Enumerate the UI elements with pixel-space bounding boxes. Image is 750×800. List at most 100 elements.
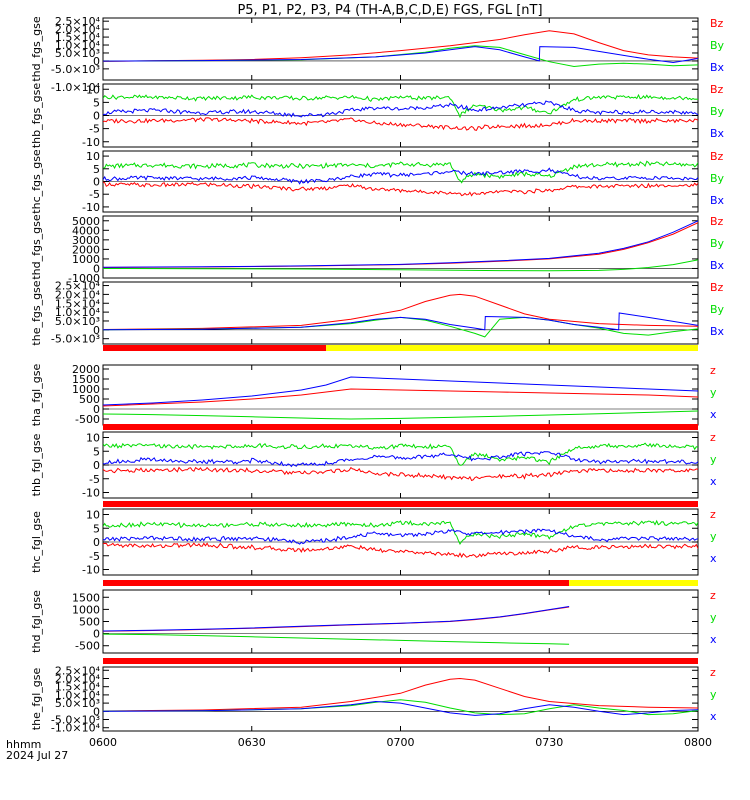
legend-label-Bz: Bz bbox=[710, 83, 724, 96]
series-line-Bz bbox=[103, 181, 698, 197]
series-line-y bbox=[103, 410, 698, 420]
y-axis-label: tha_fgl_gse bbox=[30, 364, 43, 427]
series-group bbox=[103, 220, 698, 272]
y-tick-label: 500 bbox=[79, 393, 100, 406]
y-axis-label: thd_fgs_gse bbox=[30, 214, 43, 280]
legend-label-By: By bbox=[710, 237, 725, 250]
status-bar bbox=[103, 501, 698, 507]
y-tick-label: 1.5×10⁴ bbox=[55, 31, 101, 44]
y-tick-label: 2.5×10⁴ bbox=[55, 280, 101, 293]
y-tick-label: 0 bbox=[93, 324, 100, 337]
legend-label-z: z bbox=[710, 666, 716, 679]
x-tick-label: 0800 bbox=[684, 736, 712, 749]
y-tick-label: 10 bbox=[86, 83, 100, 96]
legend-label-z: z bbox=[710, 431, 716, 444]
status-segment bbox=[103, 501, 698, 507]
date-label: 2024 Jul 27 bbox=[6, 749, 68, 762]
legend-label-y: y bbox=[710, 453, 717, 466]
status-segment bbox=[569, 580, 698, 586]
y-tick-label: -500 bbox=[75, 640, 100, 653]
series-group bbox=[103, 30, 698, 68]
y-tick-label: -5 bbox=[89, 473, 100, 486]
x-tick-label: 0630 bbox=[238, 736, 266, 749]
series-line-Bz bbox=[103, 117, 698, 131]
y-tick-label: -1000 bbox=[68, 272, 100, 285]
status-bar bbox=[103, 345, 698, 351]
y-axis-label: thd_fgs_gse bbox=[30, 16, 43, 82]
legend-label-By: By bbox=[710, 303, 725, 316]
x-tick-label: 0600 bbox=[89, 736, 117, 749]
series-line-y bbox=[103, 519, 698, 546]
y-axis-label: thd_fgl_gse bbox=[30, 590, 43, 653]
legend-label-Bz: Bz bbox=[710, 215, 724, 228]
series-line-By bbox=[103, 259, 698, 272]
series-line-z bbox=[103, 466, 698, 482]
legend-label-Bx: Bx bbox=[710, 61, 725, 74]
y-tick-label: -5.0×10³ bbox=[51, 714, 100, 727]
y-tick-label: 1000 bbox=[72, 383, 100, 396]
series-group bbox=[103, 519, 698, 559]
x-tick-label: 0730 bbox=[535, 736, 563, 749]
legend-label-By: By bbox=[710, 39, 725, 52]
y-axis-label: the_fgs_gse bbox=[30, 280, 43, 345]
series-line-Bx bbox=[103, 220, 698, 268]
y-tick-label: -5 bbox=[89, 550, 100, 563]
y-tick-label: 2000 bbox=[72, 363, 100, 376]
series-line-By bbox=[103, 316, 698, 338]
y-axis-label: thb_fgl_gse bbox=[30, 433, 43, 496]
legend-label-Bx: Bx bbox=[710, 127, 725, 140]
y-tick-label: 5 bbox=[93, 445, 100, 458]
status-segment bbox=[103, 424, 698, 430]
series-line-x bbox=[103, 528, 698, 545]
y-tick-label: 2.5×10⁴ bbox=[55, 15, 101, 28]
y-tick-label: 1000 bbox=[72, 253, 100, 266]
chart-title: P5, P1, P2, P3, P4 (TH-A,B,C,D,E) FGS, F… bbox=[237, 3, 542, 18]
series-line-y bbox=[103, 699, 698, 716]
series-group bbox=[103, 293, 698, 338]
y-tick-label: 5 bbox=[93, 522, 100, 535]
series-group bbox=[103, 606, 570, 645]
y-tick-label: -10 bbox=[82, 201, 100, 214]
y-tick-label: 2.0×10⁴ bbox=[55, 288, 101, 301]
legend-label-Bx: Bx bbox=[710, 259, 725, 272]
legend-label-x: x bbox=[710, 408, 717, 421]
y-tick-label: 1.5×10⁴ bbox=[55, 297, 101, 310]
series-group bbox=[103, 160, 698, 197]
legend-label-y: y bbox=[710, 386, 717, 399]
series-line-Bz bbox=[103, 293, 698, 330]
y-tick-label: 0 bbox=[93, 176, 100, 189]
series-group bbox=[103, 677, 698, 716]
legend-label-Bx: Bx bbox=[710, 194, 725, 207]
y-tick-label: -10 bbox=[82, 564, 100, 577]
status-segment bbox=[103, 580, 570, 586]
status-bar bbox=[103, 580, 698, 586]
y-tick-label: 1.0×10⁴ bbox=[55, 39, 101, 52]
legend-label-x: x bbox=[710, 552, 717, 565]
panel-frame bbox=[102, 666, 699, 732]
y-tick-label: 5 bbox=[93, 163, 100, 176]
series-line-x bbox=[103, 700, 698, 716]
series-line-z bbox=[103, 677, 698, 712]
series-line-By bbox=[103, 93, 698, 119]
legend-label-x: x bbox=[710, 475, 717, 488]
series-line-y bbox=[103, 442, 698, 466]
y-tick-label: -5 bbox=[89, 188, 100, 201]
y-tick-label: 5000 bbox=[72, 215, 100, 228]
y-tick-label: -500 bbox=[75, 413, 100, 426]
y-tick-label: -10 bbox=[82, 487, 100, 500]
y-tick-label: 1.0×10⁴ bbox=[55, 306, 101, 319]
series-line-x bbox=[103, 606, 570, 632]
panel-thd_fgs_gse: -5.0×10³05.0×10³1.0×10⁴1.5×10⁴2.0×10⁴2.5… bbox=[30, 15, 725, 94]
y-tick-label: 5.0×10³ bbox=[55, 697, 100, 710]
panel-stack: -5.0×10³05.0×10³1.0×10⁴1.5×10⁴2.0×10⁴2.5… bbox=[30, 15, 725, 735]
y-tick-label: 0 bbox=[93, 55, 100, 68]
series-line-z bbox=[103, 388, 698, 407]
y-tick-label: 1.5×10⁴ bbox=[55, 681, 101, 694]
y-tick-label: 5.0×10³ bbox=[55, 315, 100, 328]
y-tick-label: 1000 bbox=[72, 603, 100, 616]
